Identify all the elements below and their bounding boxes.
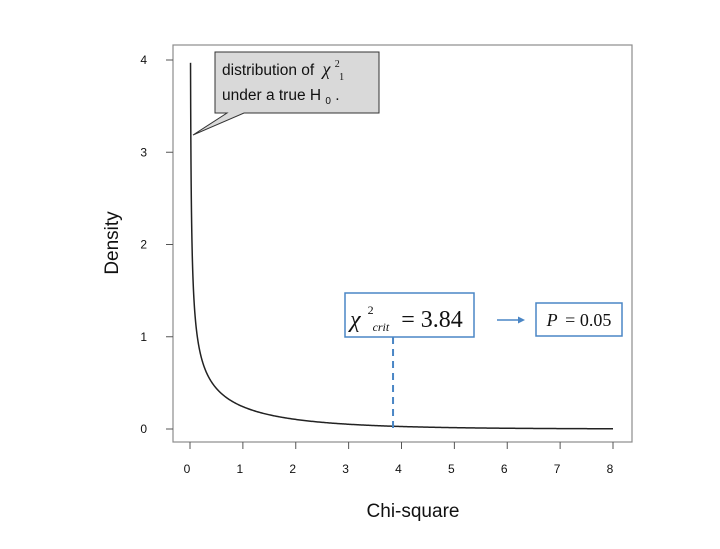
x-tick-label: 2 [289, 462, 296, 476]
y-tick-label: 3 [140, 145, 147, 159]
x-tick-label: 8 [607, 462, 614, 476]
x-tick-label: 0 [184, 462, 191, 476]
p-value-box: P = 0.05 [536, 303, 622, 336]
x-tick-label: 3 [342, 462, 349, 476]
y-tick-label: 4 [140, 53, 147, 67]
x-tick-label: 7 [554, 462, 561, 476]
critical-value-box: χ 2 crit = 3.84 [345, 293, 474, 337]
x-axis-title: Chi-square [367, 501, 460, 522]
distribution-callout: distribution of χ 2 1 under a true H 0 . [193, 52, 379, 135]
y-tick-label: 1 [140, 330, 147, 344]
x-tick-label: 4 [395, 462, 402, 476]
y-tick-label: 0 [140, 422, 147, 436]
arrow-icon [497, 317, 525, 324]
series-line-chi-square-df1 [191, 63, 613, 429]
x-tick-label: 5 [448, 462, 455, 476]
x-tick-label: 1 [237, 462, 244, 476]
x-tick-label: 6 [501, 462, 508, 476]
x-axis: 0 1 2 3 4 5 6 7 8 [184, 442, 614, 476]
p-value-label: P = 0.05 [546, 310, 612, 330]
y-tick-label: 2 [140, 238, 147, 252]
y-axis-title: Density [102, 211, 123, 275]
y-axis: 0 1 2 3 4 [140, 53, 173, 436]
